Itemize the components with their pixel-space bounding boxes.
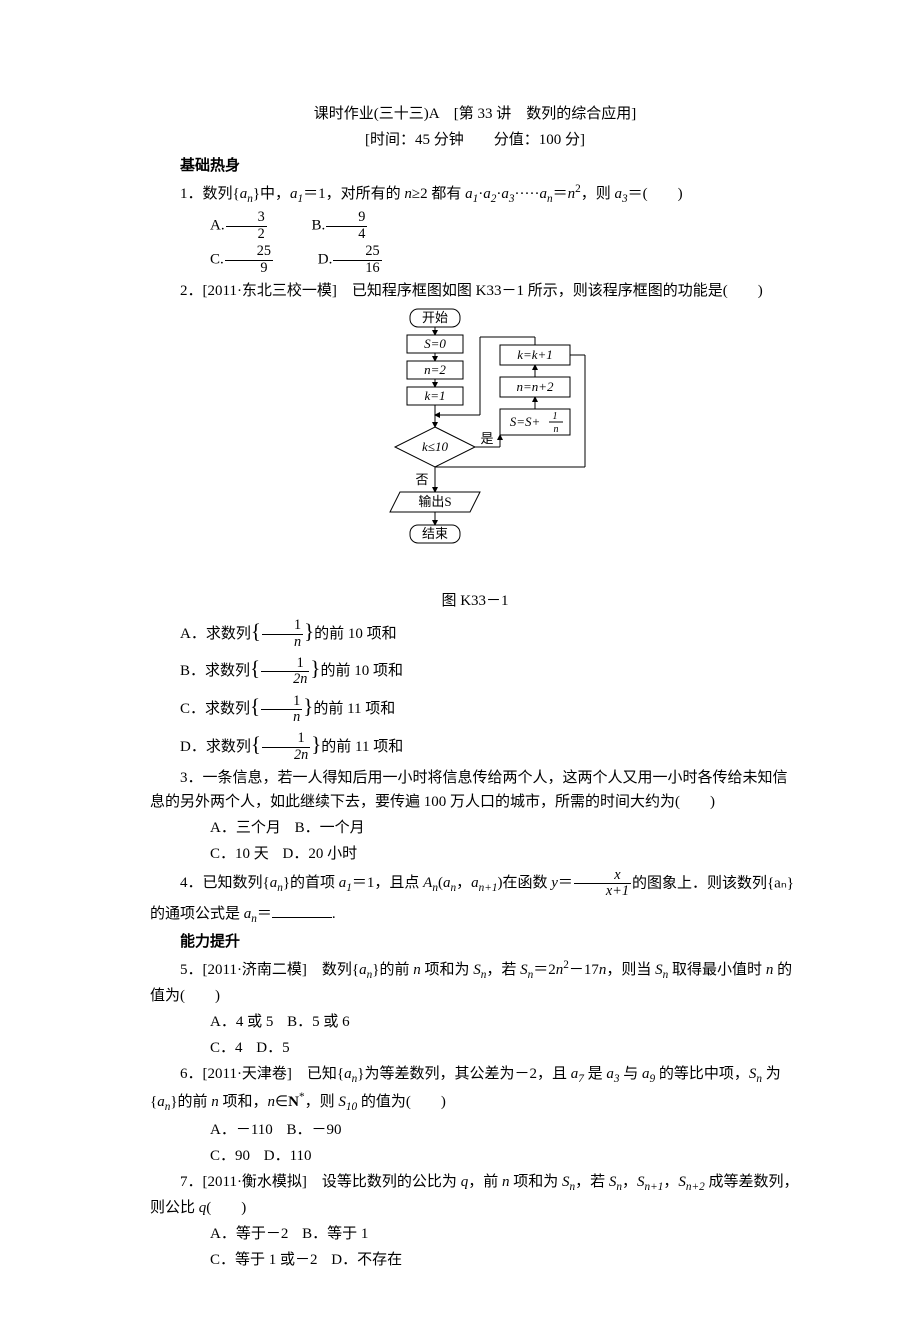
q7-c: C．等于 1 或－2 xyxy=(210,1248,318,1272)
flow-no: 否 xyxy=(415,472,428,487)
q5-d: D．5 xyxy=(256,1036,289,1060)
q6-cd: C．90 D．110 xyxy=(150,1144,800,1168)
q1-stem: 1．数列{an}中，a1＝1，对所有的 n≥2 都有 a1·a2·a3·····… xyxy=(150,180,800,208)
flow-cond: k≤10 xyxy=(422,439,448,454)
flowchart: 开始 S=0 n=2 k=1 k≤10 是 S=S+ 1 n n=n+2 xyxy=(350,307,600,587)
q3-cd: C．10 天 D．20 小时 xyxy=(150,842,800,866)
q1-b-num: 9 xyxy=(326,210,367,227)
q7-d: D．不存在 xyxy=(331,1248,402,1272)
q5-stem: 5．[2011·济南二模] 数列{an}的前 n 项和为 Sn，若 Sn＝2n2… xyxy=(150,956,800,1008)
q2b-den: 2n xyxy=(261,672,309,688)
q7-cd: C．等于 1 或－2 D．不存在 xyxy=(150,1248,800,1272)
flow-out: 输出S xyxy=(418,494,451,509)
q4-mid: 的图象上．则该数列{aₙ} xyxy=(632,875,794,891)
q2-caption: 图 K33－1 xyxy=(150,589,800,613)
q2b-suf: 的前 10 项和 xyxy=(320,663,403,679)
q1-a-den: 2 xyxy=(226,227,267,243)
flow-ss: S=S+ xyxy=(510,414,541,429)
q6-stem: 6．[2011·天津卷] 已知{an}为等差数列，其公差为－2，且 a7 是 a… xyxy=(150,1062,800,1116)
q3-ab: A．三个月 B．一个月 xyxy=(150,816,800,840)
flow-k1: k=1 xyxy=(424,388,445,403)
flow-s0: S=0 xyxy=(424,336,446,351)
q4-den: x+1 xyxy=(574,884,631,900)
label-c: C. xyxy=(210,252,224,268)
flow-ss-den: n xyxy=(554,424,559,435)
q2-stem: 2．[2011·东北三校一模] 已知程序框图如图 K33－1 所示，则该程序框图… xyxy=(150,279,800,303)
q3-d: D．20 小时 xyxy=(283,842,358,866)
q1-a-num: 3 xyxy=(226,210,267,227)
title: 课时作业(三十三)A [第 33 讲 数列的综合应用] xyxy=(150,102,800,126)
q4-l2-suf: . xyxy=(332,906,336,922)
q4-line2: 的通项公式是 an＝. xyxy=(150,902,800,928)
q2-choice-d: D．求数列{12n}的前 11 项和 xyxy=(150,728,800,764)
q2d-pre: D．求数列 xyxy=(180,739,251,755)
q4-pre: 4．已知数列{an}的首项 a1＝1，且点 An(an，an+1)在函数 y＝ xyxy=(180,875,573,891)
q2d-den: 2n xyxy=(262,748,310,764)
q4-blank xyxy=(272,902,332,918)
q2a-pre: A．求数列 xyxy=(180,626,251,642)
q2b-num: 1 xyxy=(261,656,309,673)
q7-b: B．等于 1 xyxy=(302,1222,368,1246)
q5-c: C．4 xyxy=(210,1036,243,1060)
q1-choices-ab: A.32 B.94 xyxy=(150,210,800,242)
q2a-den: n xyxy=(262,635,303,651)
label-a: A. xyxy=(210,218,225,234)
q6-c: C．90 xyxy=(210,1144,250,1168)
q6-ab: A．－110 B．－90 xyxy=(150,1118,800,1142)
subtitle: [时间：45 分钟 分值：100 分] xyxy=(150,128,800,152)
flow-start: 开始 xyxy=(422,310,448,325)
q6-b: B．－90 xyxy=(287,1118,342,1142)
q1-choice-d: D.2516 xyxy=(288,244,383,276)
q1-d-num: 25 xyxy=(333,244,381,261)
flow-n2: n=2 xyxy=(424,362,446,377)
q1-choice-c: C.259 xyxy=(180,244,274,276)
q3-c: C．10 天 xyxy=(210,842,269,866)
q1-c-den: 9 xyxy=(225,261,273,277)
flow-ss-num: 1 xyxy=(553,411,558,422)
q2b-pre: B．求数列 xyxy=(180,663,250,679)
q1-b-den: 4 xyxy=(326,227,367,243)
flow-nn: n=n+2 xyxy=(516,379,554,394)
q2c-suf: 的前 11 项和 xyxy=(313,701,395,717)
q2d-suf: 的前 11 项和 xyxy=(321,739,403,755)
q1-choice-a: A.32 xyxy=(180,210,268,242)
q5-ab: A．4 或 5 B．5 或 6 xyxy=(150,1010,800,1034)
q7-stem: 7．[2011·衡水模拟] 设等比数列的公比为 q，前 n 项和为 Sn，若 S… xyxy=(150,1170,800,1220)
flow-kk: k=k+1 xyxy=(517,347,553,362)
q3-b: B．一个月 xyxy=(295,816,365,840)
q6-d: D．110 xyxy=(264,1144,312,1168)
q1-choice-b: B.94 xyxy=(281,210,368,242)
q2-choice-a: A．求数列{1n}的前 10 项和 xyxy=(150,615,800,651)
q3-a: A．三个月 xyxy=(210,816,281,840)
q7-a: A．等于－2 xyxy=(210,1222,288,1246)
q4-line1: 4．已知数列{an}的首项 a1＝1，且点 An(an，an+1)在函数 y＝x… xyxy=(150,868,800,900)
flow-end: 结束 xyxy=(422,526,448,541)
q5-a: A．4 或 5 xyxy=(210,1010,273,1034)
q1-text-1: 1．数列{an}中，a1＝1，对所有的 n≥2 都有 a1·a2·a3·····… xyxy=(180,186,683,202)
q2c-pre: C．求数列 xyxy=(180,701,250,717)
q2c-den: n xyxy=(261,710,302,726)
q2c-num: 1 xyxy=(261,694,302,711)
section-up-heading: 能力提升 xyxy=(150,930,800,954)
q2a-num: 1 xyxy=(262,618,303,635)
section-basic-heading: 基础热身 xyxy=(150,154,800,178)
q1-c-num: 25 xyxy=(225,244,273,261)
q2a-suf: 的前 10 项和 xyxy=(314,626,397,642)
q3-stem: 3．一条信息，若一人得知后用一小时将信息传给两个人，这两个人又用一小时各传给未知… xyxy=(150,766,800,814)
q5-cd: C．4 D．5 xyxy=(150,1036,800,1060)
q5-b: B．5 或 6 xyxy=(287,1010,350,1034)
label-d: D. xyxy=(318,252,333,268)
q2-choice-c: C．求数列{1n}的前 11 项和 xyxy=(150,690,800,726)
q7-ab: A．等于－2 B．等于 1 xyxy=(150,1222,800,1246)
label-b: B. xyxy=(311,218,325,234)
q4-l2-pre: 的通项公式是 an＝ xyxy=(150,906,272,922)
q1-d-den: 16 xyxy=(333,261,381,277)
q4-num: x xyxy=(574,868,631,885)
q2-choice-b: B．求数列{12n}的前 10 项和 xyxy=(150,652,800,688)
q2d-num: 1 xyxy=(262,731,310,748)
q1-choices-cd: C.259 D.2516 xyxy=(150,244,800,276)
q6-a: A．－110 xyxy=(210,1118,273,1142)
flow-yes: 是 xyxy=(480,431,493,446)
